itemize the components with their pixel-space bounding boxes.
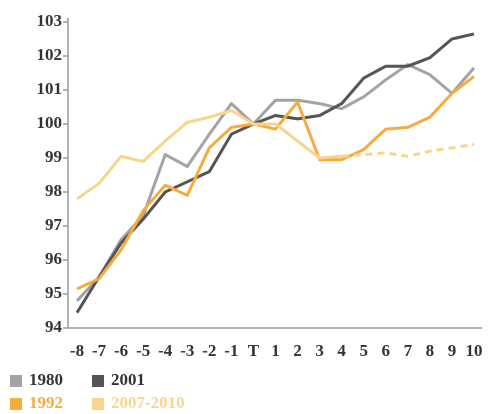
x-tick-label: 1 <box>271 341 280 360</box>
y-tick-label: 100 <box>37 113 63 132</box>
x-tick-label: 2 <box>293 341 302 360</box>
y-tick-label: 95 <box>45 283 62 302</box>
x-tick-label: 5 <box>359 341 368 360</box>
x-tick-label: 9 <box>448 341 457 360</box>
series-line <box>75 63 476 302</box>
y-tick-label: 99 <box>45 147 62 166</box>
x-tick-label: -8 <box>70 341 84 360</box>
series-line <box>341 142 475 158</box>
legend-swatch <box>10 375 22 387</box>
x-tick-label: -6 <box>114 341 128 360</box>
legend-label: 2001 <box>111 370 145 389</box>
legend-swatch <box>10 398 22 410</box>
x-tick-label: -1 <box>224 341 238 360</box>
x-tick-label: 7 <box>404 341 413 360</box>
y-tick-label: 101 <box>37 79 63 98</box>
x-tick-label: 8 <box>426 341 435 360</box>
legend-label: 1980 <box>29 370 63 389</box>
y-tick-label: 102 <box>37 45 63 64</box>
y-tick-label: 97 <box>45 215 63 234</box>
x-tick-label: 6 <box>382 341 391 360</box>
legend-label: 1992 <box>29 393 63 412</box>
x-tick-label: -2 <box>202 341 216 360</box>
series-line <box>76 108 342 201</box>
x-tick-label: T <box>248 341 260 360</box>
x-tick-label: -7 <box>92 341 107 360</box>
x-tick-label: 4 <box>337 341 346 360</box>
legend-label: 2007-2010 <box>111 393 185 412</box>
y-tick-label: 98 <box>45 181 62 200</box>
legend-swatch <box>92 398 104 410</box>
y-tick-label: 96 <box>45 249 62 268</box>
y-tick-label: 94 <box>45 317 63 336</box>
x-tick-label: 10 <box>466 341 483 360</box>
x-tick-label: -5 <box>136 341 150 360</box>
y-tick-label: 103 <box>37 11 63 30</box>
series-line <box>75 32 475 314</box>
legend-swatch <box>92 375 104 387</box>
x-tick-label: -3 <box>180 341 194 360</box>
x-tick-label: 3 <box>315 341 324 360</box>
x-tick-label: -4 <box>158 341 173 360</box>
series-line <box>76 75 475 291</box>
